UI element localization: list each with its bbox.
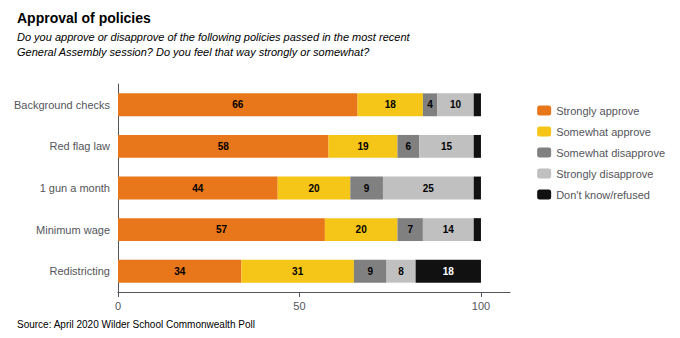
svg-text:9: 9 bbox=[364, 183, 370, 194]
svg-text:Do you approve or disapprove o: Do you approve or disapprove of the foll… bbox=[17, 31, 411, 43]
svg-text:Strongly disapprove: Strongly disapprove bbox=[556, 168, 653, 180]
svg-text:50: 50 bbox=[293, 300, 305, 312]
svg-text:Approval of policies: Approval of policies bbox=[17, 10, 151, 26]
svg-text:Red flag law: Red flag law bbox=[49, 140, 110, 152]
svg-text:6: 6 bbox=[406, 141, 412, 152]
svg-text:Somewhat approve: Somewhat approve bbox=[556, 126, 651, 138]
svg-text:7: 7 bbox=[407, 224, 413, 235]
svg-text:57: 57 bbox=[216, 224, 228, 235]
svg-text:66: 66 bbox=[232, 99, 244, 110]
svg-text:25: 25 bbox=[423, 183, 435, 194]
svg-text:1 gun a month: 1 gun a month bbox=[40, 182, 110, 194]
svg-text:0: 0 bbox=[115, 300, 121, 312]
svg-text:20: 20 bbox=[356, 224, 368, 235]
svg-text:10: 10 bbox=[450, 99, 462, 110]
svg-text:18: 18 bbox=[443, 266, 455, 277]
svg-text:20: 20 bbox=[308, 183, 320, 194]
svg-text:19: 19 bbox=[357, 141, 369, 152]
svg-text:Redistricting: Redistricting bbox=[49, 265, 110, 277]
svg-text:18: 18 bbox=[385, 99, 397, 110]
svg-text:Somewhat disapprove: Somewhat disapprove bbox=[556, 147, 665, 159]
svg-text:31: 31 bbox=[292, 266, 304, 277]
svg-text:Minimum wage: Minimum wage bbox=[36, 224, 110, 236]
svg-text:100: 100 bbox=[472, 300, 490, 312]
svg-text:34: 34 bbox=[174, 266, 186, 277]
svg-text:58: 58 bbox=[218, 141, 230, 152]
svg-text:8: 8 bbox=[398, 266, 404, 277]
svg-text:14: 14 bbox=[443, 224, 455, 235]
svg-text:Background checks: Background checks bbox=[14, 99, 110, 111]
svg-text:Strongly approve: Strongly approve bbox=[556, 105, 639, 117]
svg-text:General Assembly session? Do y: General Assembly session? Do you feel th… bbox=[17, 46, 370, 58]
svg-text:Source: April 2020 Wilder Scho: Source: April 2020 Wilder School Commonw… bbox=[17, 319, 255, 330]
svg-text:Don't know/refused: Don't know/refused bbox=[556, 189, 650, 201]
svg-text:9: 9 bbox=[367, 266, 373, 277]
svg-text:4: 4 bbox=[427, 99, 433, 110]
svg-text:44: 44 bbox=[192, 183, 204, 194]
svg-text:15: 15 bbox=[441, 141, 453, 152]
